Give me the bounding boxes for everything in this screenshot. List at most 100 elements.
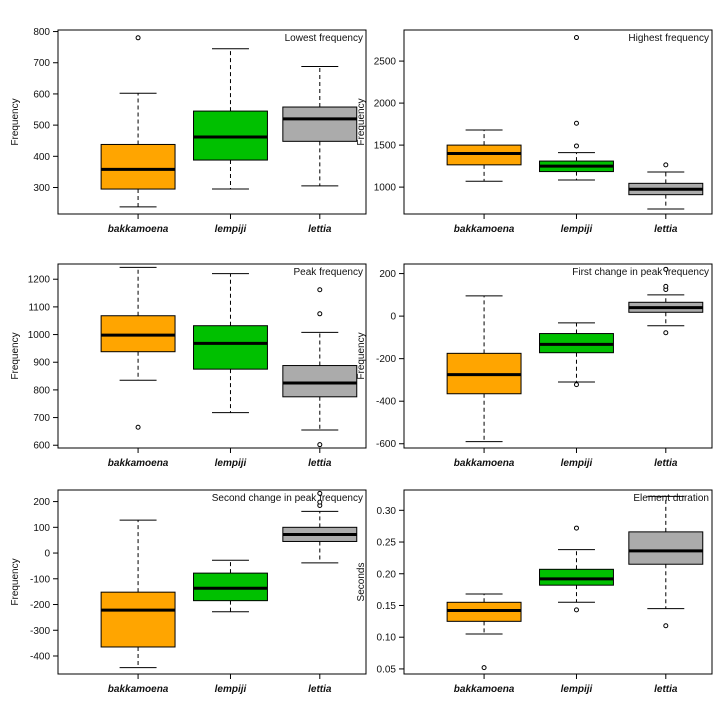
chart-title: Second change in peak frequency (212, 493, 363, 504)
iqr-box (100, 591, 176, 648)
y-tick-label: 800 (33, 27, 50, 38)
y-tick-label: 0.15 (377, 601, 397, 612)
x-tick-label: lettia (654, 684, 678, 695)
plot-frame (57, 29, 367, 215)
y-axis-label: Frequency (356, 98, 367, 145)
outlier-point (317, 499, 323, 505)
x-tick-label: lempiji (561, 224, 593, 235)
box-bakkamoena: bakkamoena (446, 295, 522, 469)
outlier-point (573, 607, 579, 613)
x-tick-label: bakkamoena (454, 684, 515, 695)
x-tick-label: bakkamoena (108, 684, 169, 695)
box-bakkamoena: bakkamoena (100, 266, 176, 469)
plot-frame (57, 263, 367, 449)
chart-panel-3: Peak frequency 600 700 800 900 1000 1100 1200 Fr… (10, 263, 367, 469)
y-tick-label: 800 (33, 385, 50, 396)
y-tick-label: -100 (30, 574, 50, 585)
y-tick-label: 600 (33, 441, 50, 452)
chart-panel-4: First change in peak frequency -600 -400 -2… (356, 263, 713, 469)
box-lettia: lettia (628, 162, 704, 235)
outlier-point (317, 490, 323, 496)
box-lempiji: lempiji (193, 48, 268, 235)
plot-frame (57, 489, 367, 675)
y-tick-label: 2500 (374, 57, 397, 68)
y-tick-label: 1000 (28, 330, 51, 341)
y-tick-label: 0 (390, 312, 396, 323)
chart-panel-5: Second change in peak frequency -400 -300 -… (10, 489, 367, 695)
box-lempiji: lempiji (193, 559, 268, 695)
x-tick-label: bakkamoena (108, 458, 169, 469)
y-tick-label: 700 (33, 58, 50, 69)
y-tick-label: 0.05 (377, 664, 397, 675)
outlier-point (317, 287, 323, 293)
x-tick-label: lettia (308, 224, 332, 235)
x-tick-label: lettia (654, 458, 678, 469)
y-tick-label: 0.25 (377, 538, 397, 549)
iqr-box (100, 143, 176, 190)
y-tick-label: 200 (33, 497, 50, 508)
outlier-point (663, 330, 669, 336)
y-tick-label: 300 (33, 183, 50, 194)
box-lempiji: lempiji (539, 525, 614, 695)
y-tick-label: 0.20 (377, 569, 397, 580)
box-lettia: lettia (282, 490, 358, 695)
y-axis-label: Frequency (356, 332, 367, 379)
x-tick-label: lempiji (215, 684, 247, 695)
y-tick-label: -400 (30, 651, 50, 662)
outlier-point (573, 525, 579, 531)
outlier-point (573, 382, 579, 388)
box-lettia: lettia (282, 287, 358, 469)
y-tick-label: 0.30 (377, 506, 397, 517)
y-axis-label: Seconds (356, 563, 367, 602)
y-axis-label: Frequency (10, 332, 21, 379)
x-tick-label: bakkamoena (454, 458, 515, 469)
box-lempiji: lempiji (539, 35, 614, 235)
y-tick-label: -200 (376, 354, 396, 365)
box-bakkamoena: bakkamoena (100, 35, 176, 235)
x-tick-label: lempiji (215, 458, 247, 469)
x-tick-label: lempiji (561, 684, 593, 695)
y-tick-label: 0.10 (377, 633, 397, 644)
y-tick-label: -300 (30, 626, 50, 637)
outlier-point (573, 120, 579, 126)
y-tick-label: 700 (33, 413, 50, 424)
y-tick-label: 600 (33, 89, 50, 100)
box-lempiji: lempiji (193, 273, 268, 469)
box-lettia: lettia (282, 65, 358, 235)
outlier-point (317, 442, 323, 448)
outlier-point (663, 162, 669, 168)
chart-title: Highest frequency (628, 33, 709, 44)
y-tick-label: 100 (33, 523, 50, 534)
iqr-box (193, 325, 268, 370)
y-tick-label: -600 (376, 439, 396, 450)
x-tick-label: lempiji (215, 224, 247, 235)
plot-frame (403, 29, 713, 215)
iqr-box (282, 106, 358, 142)
chart-title: Peak frequency (294, 267, 364, 278)
box-lettia: lettia (628, 495, 704, 695)
y-axis-label: Frequency (10, 98, 21, 145)
outlier-point (135, 35, 141, 41)
iqr-box (282, 365, 358, 398)
y-tick-label: 900 (33, 358, 50, 369)
y-axis-label: Frequency (10, 558, 21, 605)
outlier-point (573, 35, 579, 41)
y-tick-label: 200 (379, 269, 396, 280)
y-tick-label: 1200 (28, 275, 51, 286)
chart-title: Element duration (633, 493, 709, 504)
iqr-box (628, 531, 704, 565)
chart-title: Lowest frequency (285, 33, 363, 44)
y-tick-label: 1500 (374, 141, 397, 152)
y-tick-label: 2000 (374, 99, 397, 110)
x-tick-label: lettia (654, 224, 678, 235)
outlier-point (317, 311, 323, 317)
x-tick-label: bakkamoena (108, 224, 169, 235)
y-tick-label: 1000 (374, 183, 397, 194)
x-tick-label: bakkamoena (454, 224, 515, 235)
plot-frame (403, 489, 713, 675)
box-lempiji: lempiji (539, 322, 614, 469)
y-tick-label: 400 (33, 152, 50, 163)
y-tick-label: 0 (44, 549, 50, 560)
